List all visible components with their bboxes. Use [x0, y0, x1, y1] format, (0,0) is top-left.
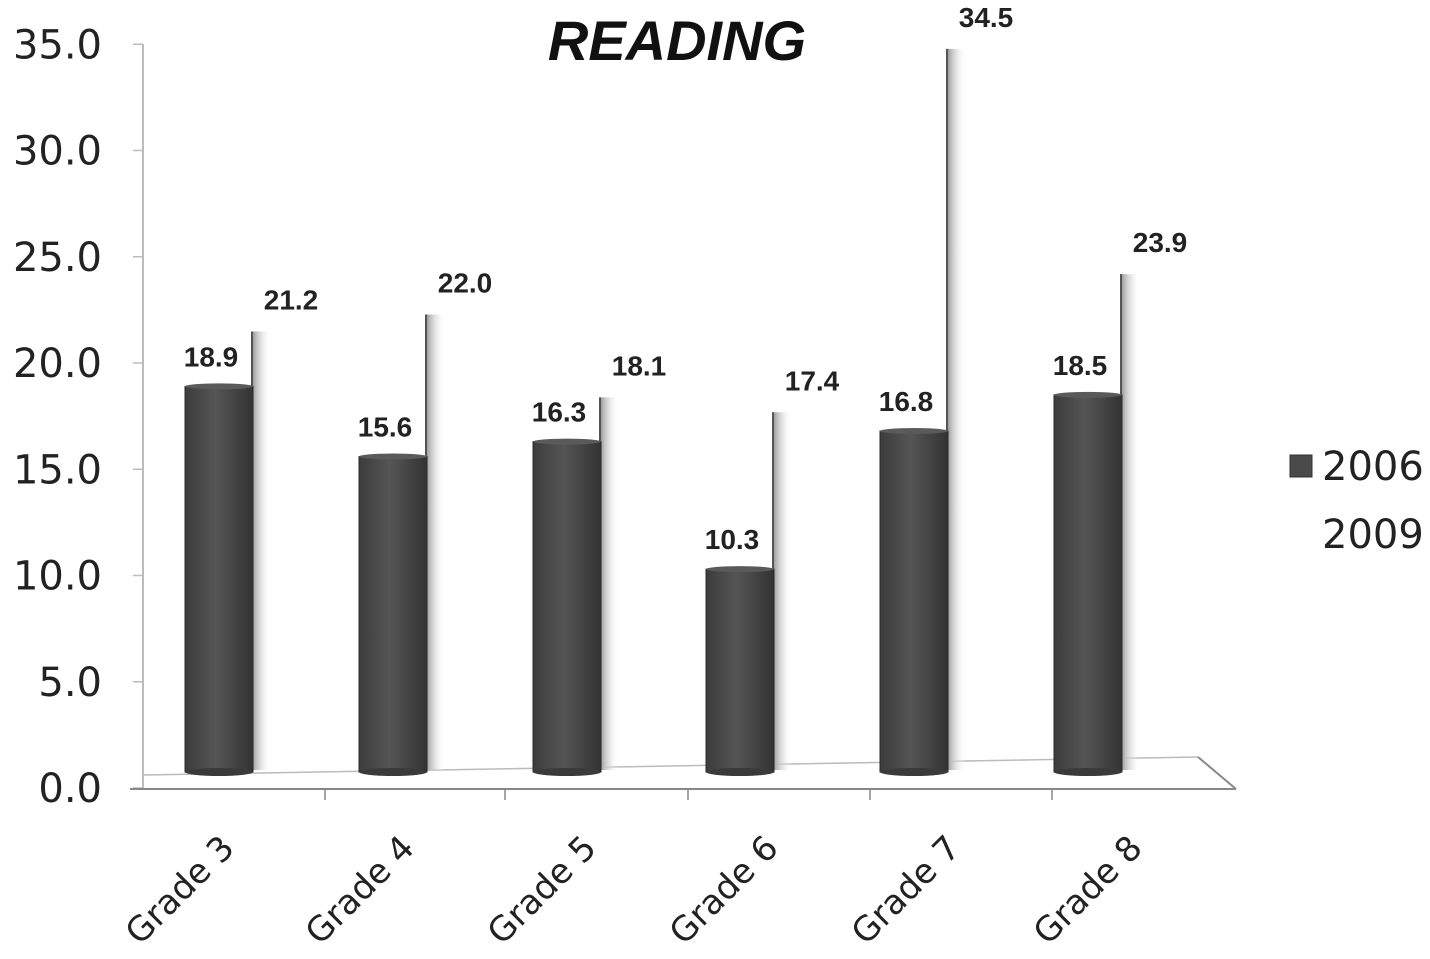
bar-2006-base: [533, 768, 601, 776]
category-labels: Grade 3 Grade 4 Grade 5 Grade 6 Grade 7 Grade…: [118, 828, 1151, 953]
bar-2009: [946, 48, 966, 770]
x-tick-marks: [324, 789, 1053, 800]
data-label-2006: 18.5: [1053, 350, 1108, 381]
y-tick-label: 20.0: [13, 341, 102, 387]
data-label-2006: 16.8: [879, 386, 934, 417]
category-label: Grade 7: [844, 828, 969, 953]
bar-2006: [879, 430, 949, 773]
bar-2006: [532, 441, 602, 773]
bar-2006-base: [185, 768, 253, 776]
bar-2006-base: [706, 768, 774, 776]
floor-right-edge: [1197, 756, 1237, 790]
y-tick-label: 15.0: [13, 447, 102, 493]
data-label-2009: 18.1: [612, 350, 667, 381]
bar-2006-top: [706, 566, 774, 573]
y-tick-label: 25.0: [13, 235, 102, 281]
category-label: Grade 6: [662, 828, 787, 953]
data-label-2006: 18.9: [184, 341, 239, 372]
bar-2006-top: [359, 453, 427, 460]
chart-title: READING: [548, 9, 806, 72]
legend: 2006 2009: [1289, 444, 1424, 558]
data-label-2006: 10.3: [705, 524, 760, 555]
bar-2006-base: [1054, 768, 1122, 776]
legend-swatch-2006: [1289, 454, 1313, 478]
category-label: Grade 5: [480, 828, 605, 953]
data-label-2009: 17.4: [785, 365, 840, 396]
bar-2006-top: [880, 428, 948, 434]
series-2006-bars: [184, 383, 1123, 776]
bar-2006-top: [185, 383, 253, 390]
bar-2006: [1053, 394, 1123, 773]
data-label-2009: 21.2: [264, 285, 319, 316]
y-tick-label: 5.0: [38, 660, 102, 706]
data-labels: 18.9 21.2 15.6 22.0 16.3 18.1 10.3 17.4 16.8 34.5…: [184, 2, 1188, 555]
bar-2006: [705, 568, 775, 773]
bar-2006: [184, 385, 254, 773]
floor-back-edge: [142, 756, 1199, 776]
legend-label-2009: 2009: [1322, 512, 1424, 558]
category-label: Grade 3: [118, 828, 243, 953]
data-label-2009: 22.0: [438, 268, 493, 299]
bar-2009: [251, 331, 271, 770]
bar-2009: [599, 397, 619, 770]
bar-2009: [1120, 274, 1140, 770]
y-tick-label: 35.0: [13, 22, 102, 68]
bar-2006-base: [359, 768, 427, 776]
data-label-2006: 15.6: [358, 412, 413, 443]
y-tick-label: 10.0: [13, 554, 102, 600]
bar-2006: [358, 456, 428, 773]
y-tick-label: 0.0: [38, 766, 102, 812]
bar-2009: [425, 314, 445, 770]
y-tick-label: 30.0: [13, 129, 102, 175]
bar-2006-top: [533, 438, 601, 445]
data-label-2009: 34.5: [959, 2, 1014, 33]
category-label: Grade 8: [1026, 828, 1151, 953]
bar-2006-top: [1054, 391, 1122, 398]
legend-label-2006: 2006: [1322, 444, 1424, 490]
y-tick-labels: 0.0 5.0 10.0 15.0 20.0 25.0 30.0 35.0: [13, 22, 143, 812]
data-label-2009: 23.9: [1133, 227, 1188, 258]
bar-2006-base: [880, 768, 948, 776]
bar-2009: [772, 412, 792, 770]
category-label: Grade 4: [298, 828, 423, 953]
data-label-2006: 16.3: [532, 397, 587, 428]
